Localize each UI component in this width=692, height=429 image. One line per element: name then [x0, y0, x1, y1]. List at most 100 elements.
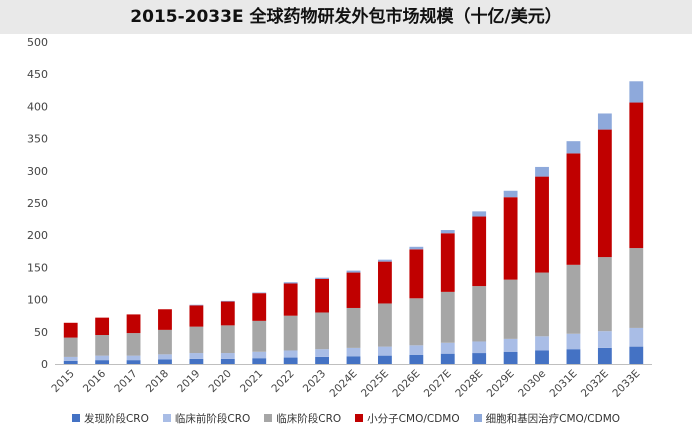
x-tick-label: 2020	[207, 368, 234, 395]
legend-label: 发现阶段CRO	[83, 412, 149, 425]
legend-swatch	[355, 414, 364, 422]
y-tick-label: 200	[27, 229, 48, 242]
bar-segment	[597, 331, 612, 348]
bar-segment	[189, 358, 204, 364]
bar-segment	[220, 300, 235, 302]
bar-segment	[409, 345, 424, 355]
bar-segment	[189, 353, 204, 359]
bar-segment	[95, 317, 110, 336]
bar-segment	[409, 298, 424, 346]
bar-segment	[95, 360, 110, 364]
bar-segment	[629, 102, 644, 249]
x-tick-label: 2027E	[422, 368, 454, 400]
bar-segment	[535, 350, 549, 364]
bar-segment	[346, 307, 361, 348]
bar-segment	[315, 312, 329, 350]
bar-segment	[346, 356, 361, 364]
legend-swatch	[264, 414, 273, 422]
legend-item: 临床前阶段CRO	[162, 411, 250, 426]
bar-segment	[346, 270, 361, 273]
x-tick-label: 2033E	[610, 368, 642, 400]
bar-segment	[440, 342, 455, 354]
bar-segment	[378, 261, 392, 304]
legend-item: 细胞和基因治疗CMO/CDMO	[473, 411, 620, 426]
bar-segment	[95, 335, 110, 356]
bar-segment	[283, 283, 298, 316]
bar-segment	[566, 333, 581, 350]
bar-segment	[158, 329, 172, 355]
bar-segment	[63, 360, 78, 364]
bar-segment	[315, 278, 329, 313]
x-tick-label: 2024E	[328, 368, 360, 400]
y-tick-label: 250	[27, 197, 48, 210]
y-tick-label: 50	[34, 326, 48, 339]
bar-segment	[252, 351, 267, 359]
bar-segment	[63, 337, 78, 357]
bar-segment	[315, 349, 329, 357]
bar-segment	[378, 303, 392, 347]
legend-item: 发现阶段CRO	[71, 411, 149, 426]
bar-segment	[535, 272, 549, 337]
bar-segment	[220, 301, 235, 326]
bar-segment	[409, 249, 424, 299]
y-tick-label: 450	[27, 68, 48, 81]
legend-swatch	[71, 414, 80, 422]
legend-item: 临床阶段CRO	[264, 411, 341, 426]
bar-segment	[378, 259, 392, 262]
x-tick-label: 2017	[112, 368, 139, 395]
legend-item: 小分子CMO/CDMO	[355, 411, 460, 426]
x-tick-label: 2031E	[547, 368, 579, 400]
bar-segment	[503, 338, 518, 352]
bar-segment	[158, 359, 172, 364]
bar-segment	[566, 141, 581, 154]
x-tick-label: 2018	[144, 368, 171, 395]
bar-segment	[346, 272, 361, 308]
bar-segment	[283, 350, 298, 358]
bar-segment	[283, 282, 298, 284]
bar-segment	[535, 336, 549, 351]
y-tick-label: 500	[27, 36, 48, 49]
bar-segment	[315, 356, 329, 364]
bar-segment	[503, 351, 518, 364]
bar-segment	[220, 353, 235, 359]
chart-title: 2015-2033E 全球药物研发外包市场规模（十亿/美元）	[130, 7, 562, 27]
y-tick-label: 0	[41, 358, 48, 371]
y-tick-label: 300	[27, 165, 48, 178]
bar-segment	[472, 341, 487, 354]
x-tick-label: 2025E	[359, 368, 391, 400]
bar-segment	[440, 353, 455, 364]
legend-swatch	[473, 414, 482, 422]
bar-segment	[409, 354, 424, 364]
x-tick-label: 2028E	[453, 368, 485, 400]
y-tick-label: 400	[27, 100, 48, 113]
bar-segment	[252, 358, 267, 364]
bar-segment	[126, 360, 141, 364]
bar-segment	[503, 279, 518, 339]
bar-segment	[629, 81, 644, 103]
bar-segment	[283, 315, 298, 351]
bar-segment	[252, 293, 267, 321]
legend-label: 小分子CMO/CDMO	[367, 412, 460, 425]
bar-segment	[566, 349, 581, 364]
bar-segment	[440, 230, 455, 234]
x-tick-label: 2023	[301, 368, 328, 395]
chart-legend: 发现阶段CRO 临床前阶段CRO 临床阶段CRO 小分子CMO/CDMO 细胞和基因治疗…	[0, 409, 692, 427]
legend-swatch	[162, 414, 171, 422]
bar-segment	[189, 304, 204, 306]
bar-segment	[472, 286, 487, 342]
bar-segment	[252, 292, 267, 294]
bar-segment	[189, 326, 204, 354]
bar-segment	[126, 333, 141, 356]
bar-segment	[629, 327, 644, 347]
bar-segment	[409, 246, 424, 250]
bar-segment	[503, 190, 518, 198]
bar-segment	[629, 248, 644, 328]
y-tick-label: 350	[27, 133, 48, 146]
bar-segment	[63, 356, 78, 361]
x-tick-label: 2015	[49, 368, 76, 395]
x-tick-label: 2016	[81, 367, 109, 395]
bar-segment	[629, 346, 644, 364]
bar-segment	[440, 291, 455, 343]
